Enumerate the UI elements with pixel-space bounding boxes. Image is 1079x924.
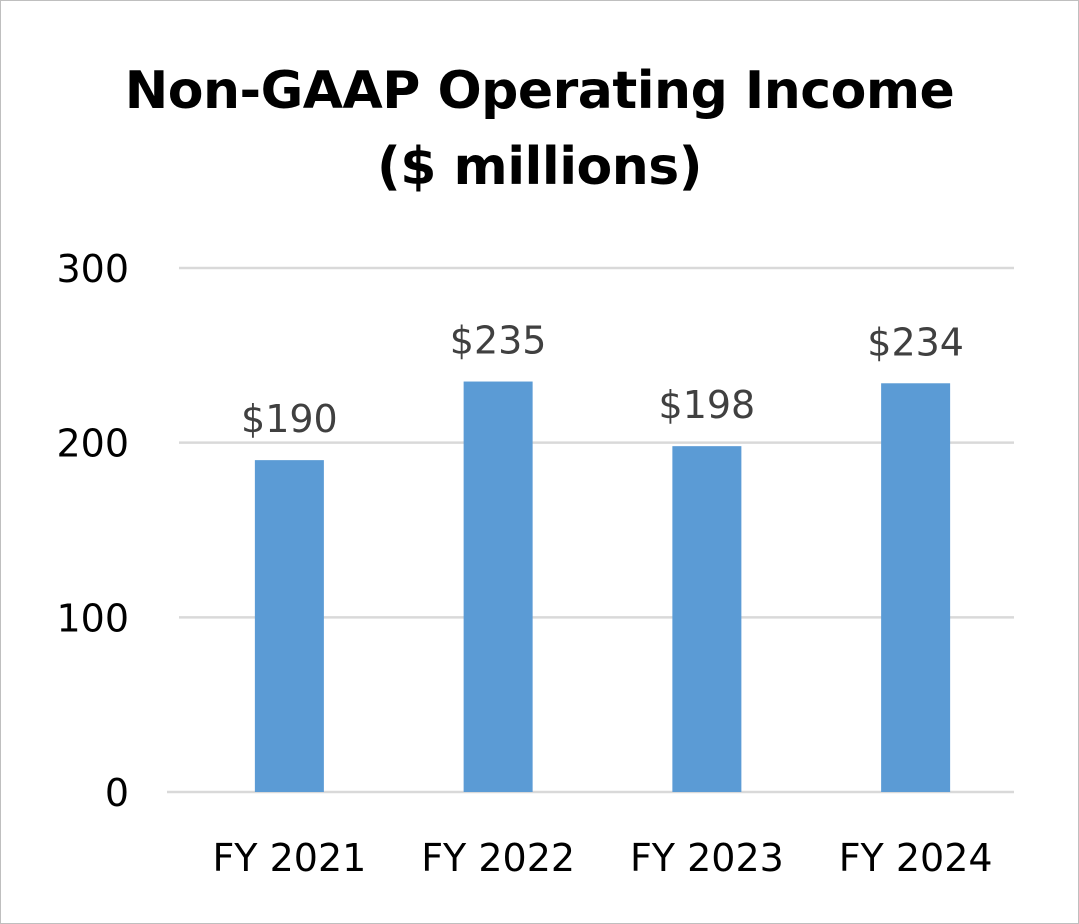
bars	[254, 381, 951, 792]
y-tick-label-0: 0	[105, 771, 129, 815]
data-label-fy-2023: $198	[659, 383, 756, 427]
chart-title-line-1: Non-GAAP Operating Income	[124, 61, 955, 121]
data-label-fy-2021: $190	[241, 397, 338, 441]
y-tick-label-200: 200	[56, 422, 129, 466]
bar-fy-2022	[463, 381, 533, 792]
chart-title-line-2: ($ millions)	[377, 137, 703, 197]
bar-fy-2021	[254, 460, 324, 792]
y-axis-labels: 0 100 200 300	[56, 247, 129, 815]
data-label-fy-2022: $235	[450, 319, 547, 363]
x-tick-label-fy-2023: FY 2023	[630, 836, 784, 880]
data-labels: $190 $235 $198 $234	[241, 319, 964, 442]
x-axis-labels: FY 2021 FY 2022 FY 2023 FY 2024	[212, 836, 992, 880]
bar-fy-2024	[881, 383, 951, 792]
chart-title: Non-GAAP Operating Income ($ millions)	[1, 53, 1078, 205]
bar-fy-2023	[672, 446, 742, 792]
y-tick-label-100: 100	[56, 596, 129, 640]
y-tick-label-300: 300	[56, 247, 129, 291]
x-tick-label-fy-2021: FY 2021	[212, 836, 366, 880]
x-tick-label-fy-2024: FY 2024	[839, 836, 993, 880]
x-tick-label-fy-2022: FY 2022	[421, 836, 575, 880]
data-label-fy-2024: $234	[867, 320, 964, 364]
